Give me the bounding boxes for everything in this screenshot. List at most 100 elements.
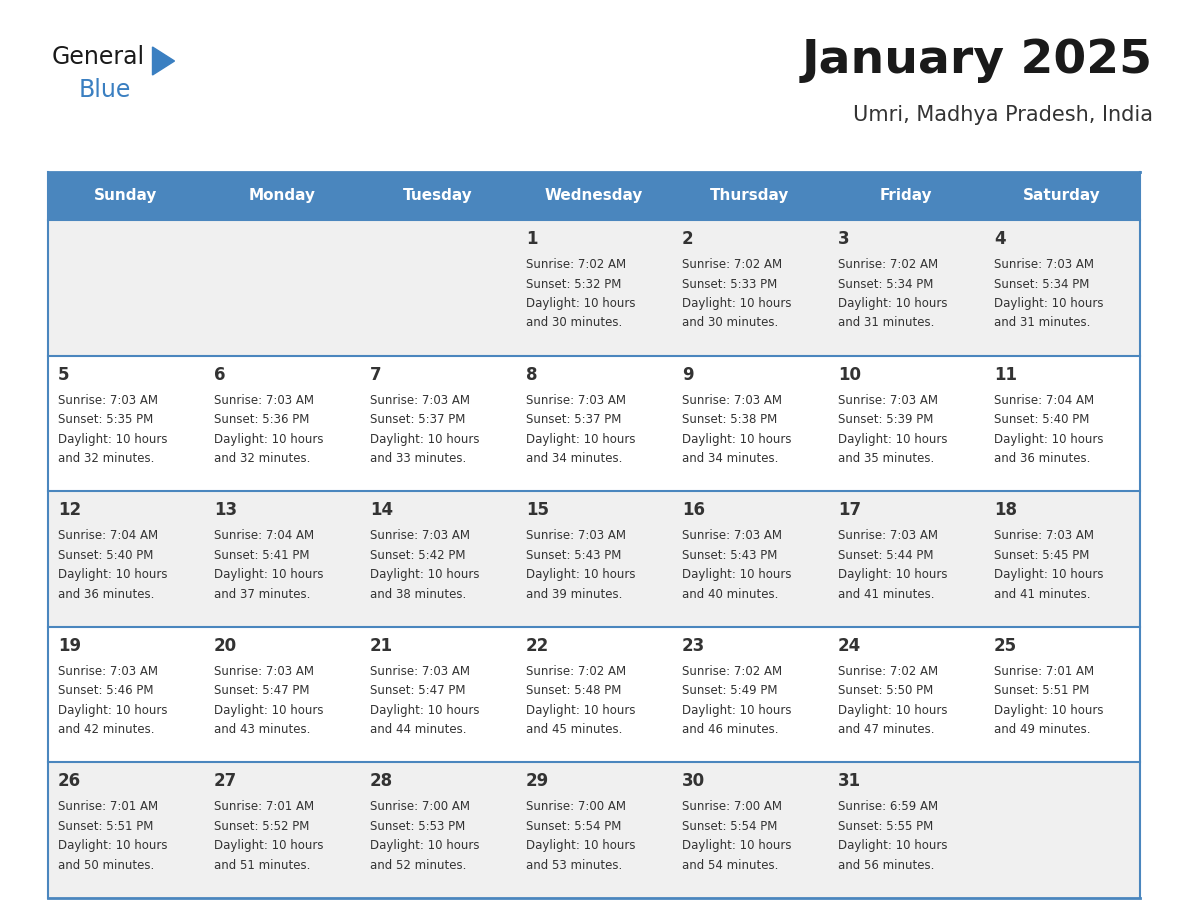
Text: and 41 minutes.: and 41 minutes. <box>994 588 1091 600</box>
Text: Sunrise: 7:03 AM: Sunrise: 7:03 AM <box>526 529 626 543</box>
Text: 21: 21 <box>369 637 393 655</box>
Text: 31: 31 <box>838 772 861 790</box>
Text: Sunrise: 7:04 AM: Sunrise: 7:04 AM <box>58 529 158 543</box>
Text: 14: 14 <box>369 501 393 520</box>
Text: 4: 4 <box>994 230 1005 248</box>
Text: Sunset: 5:51 PM: Sunset: 5:51 PM <box>58 820 153 833</box>
Text: Sunrise: 7:03 AM: Sunrise: 7:03 AM <box>58 394 158 407</box>
Text: Sunrise: 7:03 AM: Sunrise: 7:03 AM <box>214 394 314 407</box>
Text: Sunrise: 7:03 AM: Sunrise: 7:03 AM <box>682 394 782 407</box>
Text: Sunrise: 7:00 AM: Sunrise: 7:00 AM <box>369 800 470 813</box>
Text: Sunset: 5:45 PM: Sunset: 5:45 PM <box>994 549 1089 562</box>
Text: Sunrise: 7:00 AM: Sunrise: 7:00 AM <box>526 800 626 813</box>
Bar <box>48 627 1140 763</box>
Text: and 52 minutes.: and 52 minutes. <box>369 859 467 872</box>
Text: Sunset: 5:34 PM: Sunset: 5:34 PM <box>838 277 934 290</box>
Text: January 2025: January 2025 <box>802 38 1154 83</box>
Text: Saturday: Saturday <box>1023 188 1101 204</box>
Text: Sunset: 5:52 PM: Sunset: 5:52 PM <box>214 820 309 833</box>
Text: Daylight: 10 hours: Daylight: 10 hours <box>214 568 323 581</box>
Text: and 47 minutes.: and 47 minutes. <box>838 723 935 736</box>
Text: and 51 minutes.: and 51 minutes. <box>214 859 310 872</box>
Text: Sunrise: 7:03 AM: Sunrise: 7:03 AM <box>682 529 782 543</box>
Text: Sunset: 5:50 PM: Sunset: 5:50 PM <box>838 684 934 698</box>
Text: and 31 minutes.: and 31 minutes. <box>994 317 1091 330</box>
Text: Daylight: 10 hours: Daylight: 10 hours <box>838 432 948 445</box>
Text: Sunset: 5:40 PM: Sunset: 5:40 PM <box>994 413 1089 426</box>
Text: Sunset: 5:44 PM: Sunset: 5:44 PM <box>838 549 934 562</box>
Text: 2: 2 <box>682 230 694 248</box>
Text: and 32 minutes.: and 32 minutes. <box>58 452 154 465</box>
Text: 9: 9 <box>682 365 694 384</box>
Text: 30: 30 <box>682 772 706 790</box>
Text: Daylight: 10 hours: Daylight: 10 hours <box>838 297 948 310</box>
Text: Daylight: 10 hours: Daylight: 10 hours <box>682 297 791 310</box>
Text: Sunrise: 7:03 AM: Sunrise: 7:03 AM <box>838 394 939 407</box>
Text: Sunset: 5:46 PM: Sunset: 5:46 PM <box>58 684 153 698</box>
Text: Daylight: 10 hours: Daylight: 10 hours <box>682 432 791 445</box>
Text: 12: 12 <box>58 501 81 520</box>
Text: Sunset: 5:54 PM: Sunset: 5:54 PM <box>526 820 621 833</box>
Text: Sunrise: 7:04 AM: Sunrise: 7:04 AM <box>214 529 314 543</box>
Bar <box>48 220 1140 355</box>
Text: 23: 23 <box>682 637 706 655</box>
Text: Daylight: 10 hours: Daylight: 10 hours <box>58 704 168 717</box>
Text: 3: 3 <box>838 230 849 248</box>
Text: 16: 16 <box>682 501 704 520</box>
Text: Daylight: 10 hours: Daylight: 10 hours <box>526 704 636 717</box>
Text: Sunrise: 6:59 AM: Sunrise: 6:59 AM <box>838 800 939 813</box>
Text: Daylight: 10 hours: Daylight: 10 hours <box>214 704 323 717</box>
Text: Blue: Blue <box>78 78 132 102</box>
Text: Daylight: 10 hours: Daylight: 10 hours <box>682 839 791 853</box>
Text: Daylight: 10 hours: Daylight: 10 hours <box>682 704 791 717</box>
Text: and 54 minutes.: and 54 minutes. <box>682 859 778 872</box>
Text: Sunrise: 7:02 AM: Sunrise: 7:02 AM <box>838 258 939 271</box>
Text: Umri, Madhya Pradesh, India: Umri, Madhya Pradesh, India <box>853 105 1154 125</box>
Text: 11: 11 <box>994 365 1017 384</box>
Text: 5: 5 <box>58 365 70 384</box>
Text: Sunrise: 7:01 AM: Sunrise: 7:01 AM <box>214 800 314 813</box>
Text: 19: 19 <box>58 637 81 655</box>
Text: Sunrise: 7:03 AM: Sunrise: 7:03 AM <box>369 529 470 543</box>
Bar <box>204 172 360 220</box>
Text: Daylight: 10 hours: Daylight: 10 hours <box>369 432 480 445</box>
Text: Tuesday: Tuesday <box>403 188 473 204</box>
Text: and 53 minutes.: and 53 minutes. <box>526 859 623 872</box>
Text: Sunset: 5:55 PM: Sunset: 5:55 PM <box>838 820 934 833</box>
Text: Daylight: 10 hours: Daylight: 10 hours <box>994 297 1104 310</box>
Text: and 32 minutes.: and 32 minutes. <box>214 452 310 465</box>
Text: Daylight: 10 hours: Daylight: 10 hours <box>58 839 168 853</box>
Text: 7: 7 <box>369 365 381 384</box>
Text: Sunset: 5:37 PM: Sunset: 5:37 PM <box>526 413 621 426</box>
Text: Sunset: 5:34 PM: Sunset: 5:34 PM <box>994 277 1089 290</box>
Text: Daylight: 10 hours: Daylight: 10 hours <box>369 839 480 853</box>
Text: Sunset: 5:47 PM: Sunset: 5:47 PM <box>369 684 466 698</box>
Text: and 31 minutes.: and 31 minutes. <box>838 317 935 330</box>
Text: Daylight: 10 hours: Daylight: 10 hours <box>214 839 323 853</box>
Text: and 38 minutes.: and 38 minutes. <box>369 588 466 600</box>
Text: 6: 6 <box>214 365 226 384</box>
Text: Daylight: 10 hours: Daylight: 10 hours <box>214 432 323 445</box>
Text: 13: 13 <box>214 501 238 520</box>
Text: and 43 minutes.: and 43 minutes. <box>214 723 310 736</box>
Text: Sunset: 5:47 PM: Sunset: 5:47 PM <box>214 684 310 698</box>
Text: and 56 minutes.: and 56 minutes. <box>838 859 935 872</box>
Text: 15: 15 <box>526 501 549 520</box>
Text: Sunset: 5:49 PM: Sunset: 5:49 PM <box>682 684 777 698</box>
Text: 20: 20 <box>214 637 238 655</box>
Text: Sunrise: 7:01 AM: Sunrise: 7:01 AM <box>994 665 1094 677</box>
Bar <box>48 172 204 220</box>
Text: and 45 minutes.: and 45 minutes. <box>526 723 623 736</box>
Text: 26: 26 <box>58 772 81 790</box>
Text: Sunset: 5:41 PM: Sunset: 5:41 PM <box>214 549 310 562</box>
Text: Sunset: 5:43 PM: Sunset: 5:43 PM <box>526 549 621 562</box>
Text: 1: 1 <box>526 230 537 248</box>
Bar <box>516 172 672 220</box>
Text: Daylight: 10 hours: Daylight: 10 hours <box>369 704 480 717</box>
Text: and 50 minutes.: and 50 minutes. <box>58 859 154 872</box>
Text: Sunset: 5:37 PM: Sunset: 5:37 PM <box>369 413 466 426</box>
Text: Daylight: 10 hours: Daylight: 10 hours <box>682 568 791 581</box>
Text: Daylight: 10 hours: Daylight: 10 hours <box>526 432 636 445</box>
Bar <box>984 172 1140 220</box>
Text: Sunrise: 7:03 AM: Sunrise: 7:03 AM <box>214 665 314 677</box>
